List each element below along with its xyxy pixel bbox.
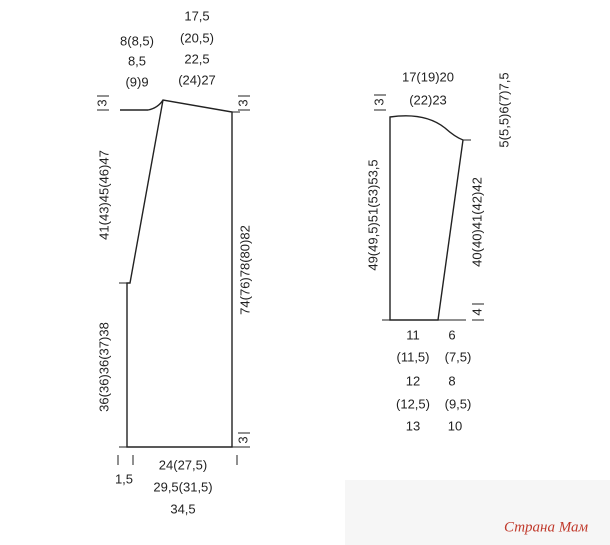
label: 12 bbox=[406, 373, 420, 388]
label: 3 bbox=[235, 436, 250, 443]
label: (9,5) bbox=[445, 396, 472, 411]
label: 17(19)20 bbox=[402, 69, 454, 84]
label: 8,5 bbox=[128, 53, 146, 68]
label: 5(5,5)6(7)7,5 bbox=[496, 72, 511, 147]
label: 10 bbox=[448, 418, 462, 433]
label: 6 bbox=[448, 327, 455, 342]
sleeve-outline bbox=[389, 115, 464, 321]
label: 29,5(31,5) bbox=[153, 479, 212, 494]
label: (11,5) bbox=[397, 349, 430, 364]
label: (22)23 bbox=[409, 92, 447, 107]
label: (9)9 bbox=[125, 74, 148, 89]
label: 24(27,5) bbox=[159, 457, 207, 472]
left-panel bbox=[0, 0, 345, 545]
label: (20,5) bbox=[180, 30, 214, 45]
label: 40(40)41(42)42 bbox=[469, 177, 484, 267]
label: 4 bbox=[469, 308, 484, 315]
label: 17,5 bbox=[184, 8, 209, 23]
label: 36(36)36(37)38 bbox=[96, 322, 111, 412]
label: 74(76)78(80)82 bbox=[237, 225, 252, 315]
label: 8(8,5) bbox=[120, 33, 154, 48]
front-outline bbox=[120, 99, 233, 448]
label: (12,5) bbox=[396, 396, 430, 411]
right-panel bbox=[345, 0, 610, 480]
label: 3 bbox=[94, 99, 109, 106]
label: 13 bbox=[406, 418, 420, 433]
label: 41(43)45(46)47 bbox=[96, 150, 111, 240]
label: 22,5 bbox=[184, 51, 209, 66]
label: 3 bbox=[235, 99, 250, 106]
watermark: Страна Мам bbox=[504, 519, 589, 535]
label: 3 bbox=[371, 98, 386, 105]
label: 1,5 bbox=[115, 471, 133, 486]
label: (24)27 bbox=[178, 72, 216, 87]
label: 11 bbox=[406, 327, 420, 342]
label: 8 bbox=[448, 373, 455, 388]
label: 34,5 bbox=[170, 501, 195, 516]
label: (7,5) bbox=[445, 349, 472, 364]
label: 49(49,5)51(53)53,5 bbox=[365, 159, 380, 270]
